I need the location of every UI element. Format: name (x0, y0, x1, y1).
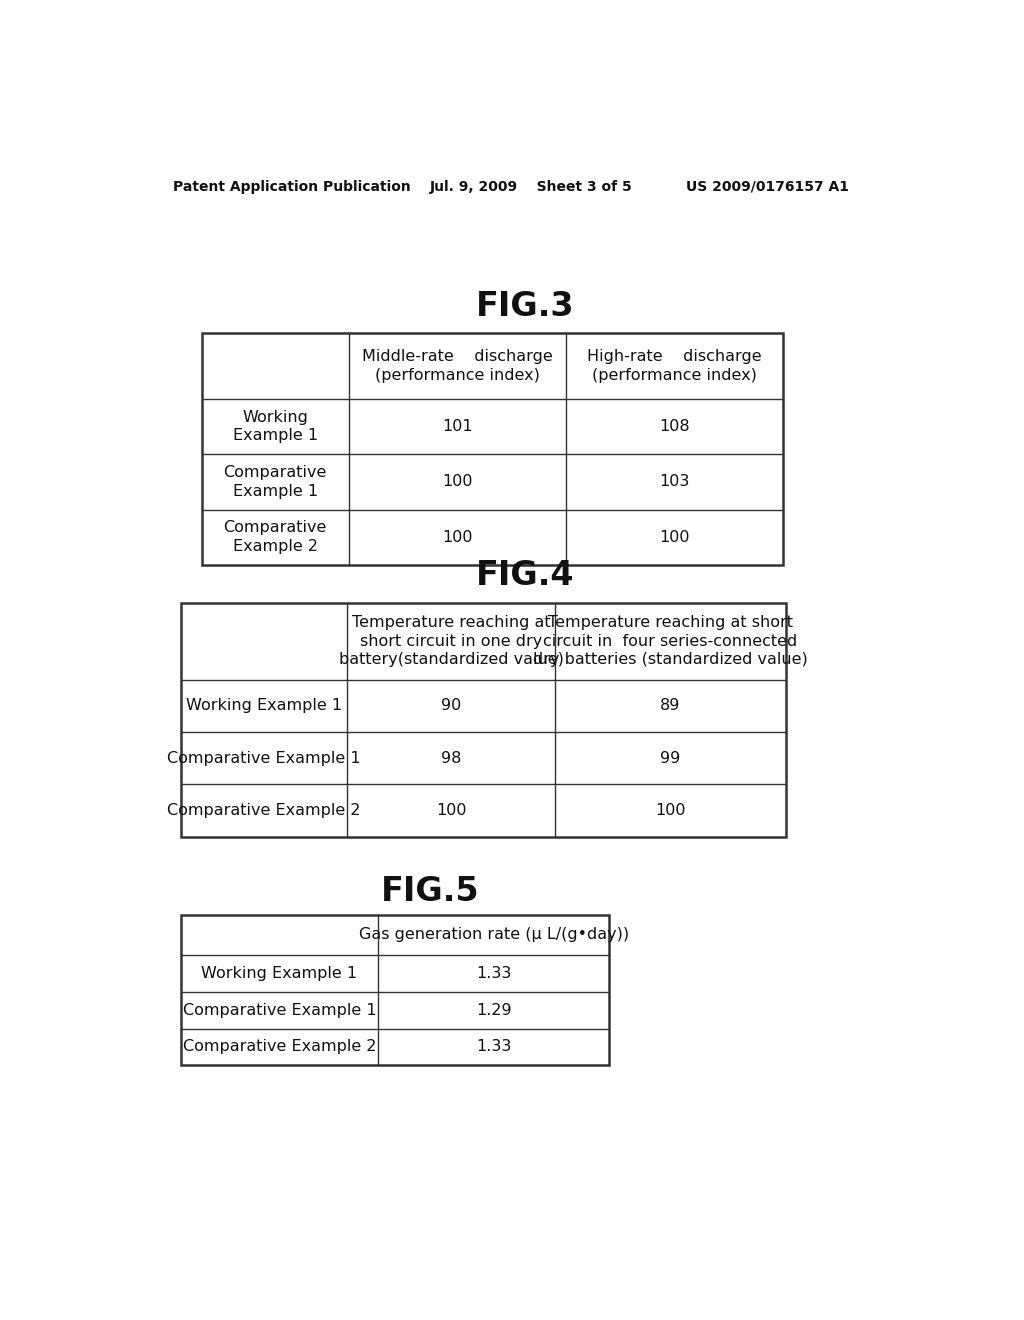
Text: High-rate    discharge
(performance index): High-rate discharge (performance index) (587, 348, 762, 383)
Text: Middle-rate    discharge
(performance index): Middle-rate discharge (performance index… (362, 348, 553, 383)
Text: Patent Application Publication: Patent Application Publication (173, 180, 411, 194)
Text: US 2009/0176157 A1: US 2009/0176157 A1 (686, 180, 849, 194)
Text: Comparative Example 1: Comparative Example 1 (167, 751, 360, 766)
Text: Comparative
Example 2: Comparative Example 2 (223, 520, 327, 554)
Text: 100: 100 (436, 803, 466, 818)
Text: Working Example 1: Working Example 1 (202, 965, 357, 981)
Text: Working Example 1: Working Example 1 (186, 698, 342, 713)
Text: Gas generation rate (μ L/(g•day)): Gas generation rate (μ L/(g•day)) (358, 927, 629, 942)
Text: 103: 103 (659, 474, 689, 490)
Text: 1.33: 1.33 (476, 1039, 511, 1055)
Text: Comparative Example 2: Comparative Example 2 (167, 803, 360, 818)
Text: Working
Example 1: Working Example 1 (232, 409, 317, 444)
Text: 98: 98 (441, 751, 462, 766)
Text: 100: 100 (442, 474, 473, 490)
Bar (180, 603, 786, 837)
Text: 101: 101 (442, 418, 473, 434)
Text: 108: 108 (659, 418, 690, 434)
Text: FIG.4: FIG.4 (475, 560, 574, 593)
Text: Jul. 9, 2009    Sheet 3 of 5: Jul. 9, 2009 Sheet 3 of 5 (430, 180, 633, 194)
Text: 100: 100 (659, 529, 689, 545)
Text: FIG.3: FIG.3 (475, 290, 574, 323)
Text: Comparative Example 1: Comparative Example 1 (182, 1002, 377, 1018)
Text: 90: 90 (441, 698, 461, 713)
Text: 100: 100 (655, 803, 686, 818)
Bar (202, 333, 783, 565)
Text: Comparative Example 2: Comparative Example 2 (182, 1039, 376, 1055)
Bar (180, 915, 609, 1065)
Text: Temperature reaching at short
circuit in  four series-connected
dry batteries (s: Temperature reaching at short circuit in… (534, 615, 808, 668)
Text: 89: 89 (660, 698, 681, 713)
Text: FIG.5: FIG.5 (381, 875, 479, 908)
Text: 1.29: 1.29 (476, 1002, 512, 1018)
Text: Comparative
Example 1: Comparative Example 1 (223, 465, 327, 499)
Text: 100: 100 (442, 529, 473, 545)
Text: 1.33: 1.33 (476, 965, 511, 981)
Text: 99: 99 (660, 751, 681, 766)
Text: Temperature reaching at
short circuit in one dry
battery(standardized value): Temperature reaching at short circuit in… (339, 615, 563, 668)
